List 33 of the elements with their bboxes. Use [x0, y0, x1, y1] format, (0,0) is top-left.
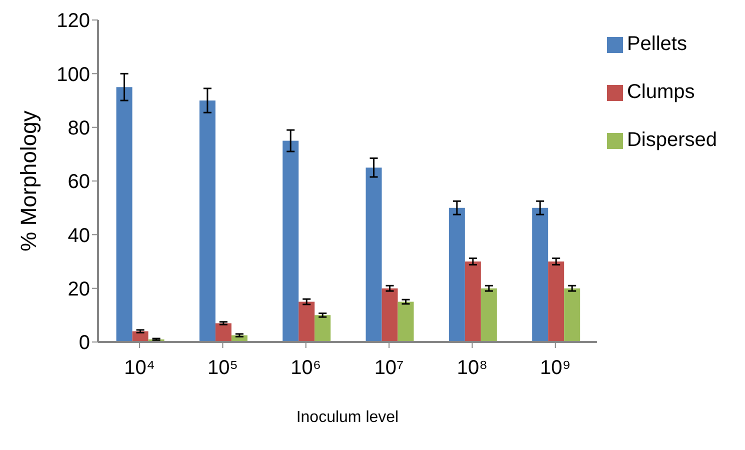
bar	[398, 302, 414, 342]
x-tick-label: 10⁵	[207, 357, 238, 380]
bar	[314, 315, 331, 342]
y-axis-title: % Morphology	[16, 110, 41, 252]
x-tick-label: 10⁷	[374, 357, 404, 380]
bar	[199, 100, 216, 342]
legend-label: Clumps	[626, 81, 695, 103]
y-tick-label: 80	[68, 117, 90, 140]
y-tick-label: 60	[68, 171, 90, 194]
bar	[282, 140, 299, 342]
y-tick-label: 120	[56, 10, 90, 32]
bar	[564, 288, 580, 342]
bar	[382, 288, 398, 342]
x-tick-label: 10⁸	[456, 357, 488, 380]
x-axis-title: Inoculum level	[296, 409, 399, 426]
bar	[366, 168, 382, 342]
bar	[116, 87, 132, 342]
legend-label: Pellets	[626, 33, 687, 55]
y-tick-label: 0	[78, 332, 90, 354]
legend-label: Dispersed	[626, 129, 717, 151]
bar	[548, 262, 564, 342]
y-tick-label: 20	[68, 278, 90, 300]
x-tick-label: 10⁹	[540, 357, 571, 380]
bar	[480, 288, 497, 342]
x-tick-label: 10⁴	[124, 357, 155, 380]
bar	[215, 323, 232, 342]
x-tick-label: 10⁶	[290, 357, 322, 380]
y-tick-label: 40	[68, 224, 90, 247]
bar	[298, 302, 315, 342]
bar	[464, 262, 481, 342]
bar	[532, 208, 548, 342]
y-tick-label: 100	[56, 64, 90, 86]
bar	[448, 208, 465, 342]
